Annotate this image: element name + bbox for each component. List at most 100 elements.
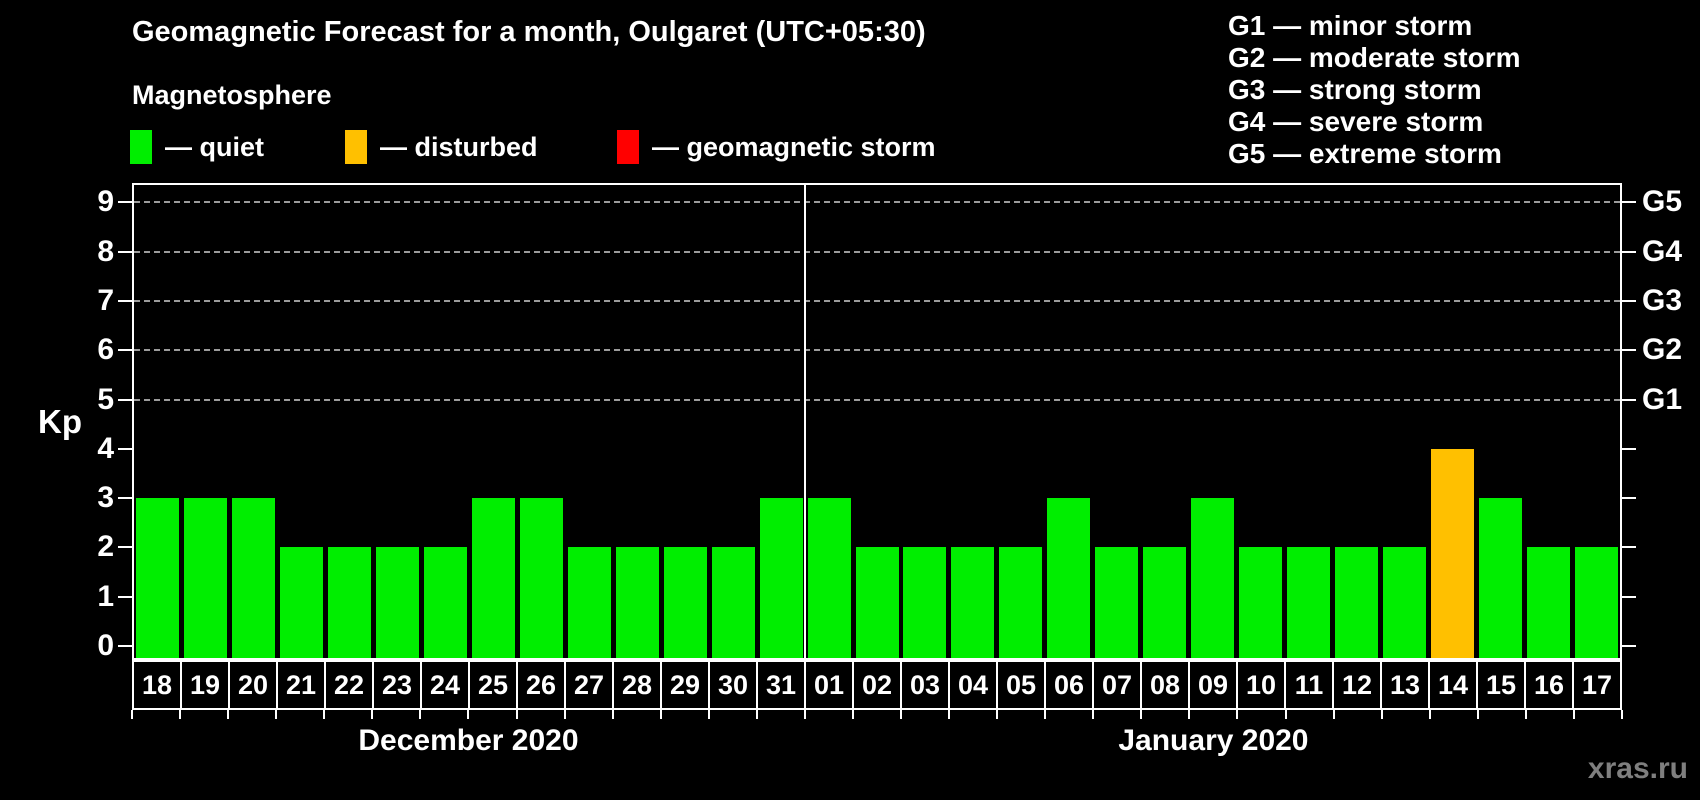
kp-bar-10 (1238, 547, 1282, 658)
kp-bar-27 (567, 547, 611, 658)
g-axis-label-G2: G2 (1642, 333, 1683, 367)
date-boundary-tick (1333, 710, 1335, 719)
gridline-kp7 (134, 299, 1620, 302)
date-cell-10: 10 (1236, 660, 1286, 710)
kp-bar-29 (663, 547, 707, 658)
right-axis-tick-2 (1622, 546, 1636, 549)
date-boundary-tick (1188, 710, 1190, 719)
legend-item-disturbed: — disturbed (345, 128, 538, 166)
date-cell-16: 16 (1524, 660, 1574, 710)
kp-bar-19 (184, 498, 228, 658)
date-boundary-tick (323, 710, 325, 719)
date-boundary-tick (1429, 710, 1431, 719)
y-axis-label-8: 8 (97, 234, 114, 268)
date-boundary-tick (467, 710, 469, 719)
date-boundary-tick (564, 710, 566, 719)
date-cell-01: 01 (804, 660, 854, 710)
y-axis-tick-9 (118, 201, 132, 204)
kp-bar-31 (759, 498, 803, 658)
date-cell-20: 20 (228, 660, 278, 710)
kp-bar-28 (615, 547, 659, 658)
kp-bar-20 (232, 498, 276, 658)
y-axis-tick-7 (118, 299, 132, 302)
kp-bar-04 (951, 547, 995, 658)
chart-title: Geomagnetic Forecast for a month, Oulgar… (132, 16, 926, 48)
kp-bar-11 (1286, 547, 1330, 658)
date-boundary-tick (852, 710, 854, 719)
gridline-kp5 (134, 398, 1620, 401)
y-axis-label-5: 5 (97, 382, 114, 416)
date-cell-28: 28 (612, 660, 662, 710)
kp-bar-12 (1334, 547, 1378, 658)
y-axis-tick-1 (118, 595, 132, 598)
kp-bar-06 (1047, 498, 1091, 658)
date-boundary-tick (1236, 710, 1238, 719)
kp-bar-01 (807, 498, 851, 658)
date-cell-04: 04 (948, 660, 998, 710)
right-axis-tick-7 (1622, 299, 1636, 302)
y-axis-tick-2 (118, 546, 132, 549)
date-boundary-tick (804, 710, 806, 719)
date-boundary-tick (1381, 710, 1383, 719)
date-boundary-tick (612, 710, 614, 719)
legend-heading: Magnetosphere (132, 80, 332, 110)
kp-bar-23 (376, 547, 420, 658)
date-boundary-tick (1477, 710, 1479, 719)
date-cell-03: 03 (900, 660, 950, 710)
date-boundary-tick (1573, 710, 1575, 719)
kp-bar-17 (1574, 547, 1618, 658)
legend-item-storm: — geomagnetic storm (617, 128, 936, 166)
date-cell-21: 21 (276, 660, 326, 710)
month-divider-line (804, 185, 807, 658)
date-cell-12: 12 (1332, 660, 1382, 710)
date-cell-18: 18 (132, 660, 182, 710)
date-cell-25: 25 (468, 660, 518, 710)
kp-bar-13 (1382, 547, 1426, 658)
g-axis-label-G4: G4 (1642, 234, 1683, 268)
gridline-kp6 (134, 349, 1620, 352)
gridline-kp9 (134, 201, 1620, 204)
g-legend-line: G4 — severe storm (1228, 106, 1484, 137)
date-cell-19: 19 (180, 660, 230, 710)
kp-bar-24 (424, 547, 468, 658)
g-axis-label-G1: G1 (1642, 382, 1683, 416)
y-axis-label-2: 2 (97, 530, 114, 564)
date-boundary-tick (996, 710, 998, 719)
legend-label-disturbed: — disturbed (380, 131, 538, 162)
kp-bar-03 (903, 547, 947, 658)
kp-bar-09 (1191, 498, 1235, 658)
kp-bar-30 (711, 547, 755, 658)
g-scale-legend: G1 — minor storm G2 — moderate storm G3 … (1228, 10, 1521, 170)
right-axis-tick-4 (1622, 447, 1636, 450)
right-axis-tick-8 (1622, 250, 1636, 253)
right-axis-tick-0 (1622, 645, 1636, 647)
legend-label-storm: — geomagnetic storm (652, 131, 936, 162)
y-axis-label-6: 6 (97, 333, 114, 367)
y-axis-label-3: 3 (97, 481, 114, 515)
date-cell-22: 22 (324, 660, 374, 710)
date-cell-30: 30 (708, 660, 758, 710)
date-cell-11: 11 (1284, 660, 1334, 710)
date-cell-08: 08 (1140, 660, 1190, 710)
kp-bar-07 (1095, 547, 1139, 658)
kp-bar-22 (328, 547, 372, 658)
storm-color-swatch (617, 130, 639, 164)
g-legend-line: G5 — extreme storm (1228, 138, 1502, 169)
date-cell-07: 07 (1092, 660, 1142, 710)
month-label-0: December 2020 (358, 724, 579, 757)
date-cell-14: 14 (1428, 660, 1478, 710)
date-boundary-tick (1140, 710, 1142, 719)
date-boundary-tick (756, 710, 758, 719)
y-axis-label-7: 7 (97, 283, 114, 317)
date-cell-24: 24 (420, 660, 470, 710)
kp-bar-15 (1478, 498, 1522, 658)
g-legend-line: G2 — moderate storm (1228, 42, 1521, 73)
date-boundary-tick (516, 710, 518, 719)
date-boundary-tick (419, 710, 421, 719)
kp-axis-title: Kp (38, 403, 82, 441)
date-cell-05: 05 (996, 660, 1046, 710)
kp-bar-14 (1430, 448, 1474, 658)
date-boundary-tick (1044, 710, 1046, 719)
kp-bar-16 (1526, 547, 1570, 658)
date-boundary-tick (275, 710, 277, 719)
